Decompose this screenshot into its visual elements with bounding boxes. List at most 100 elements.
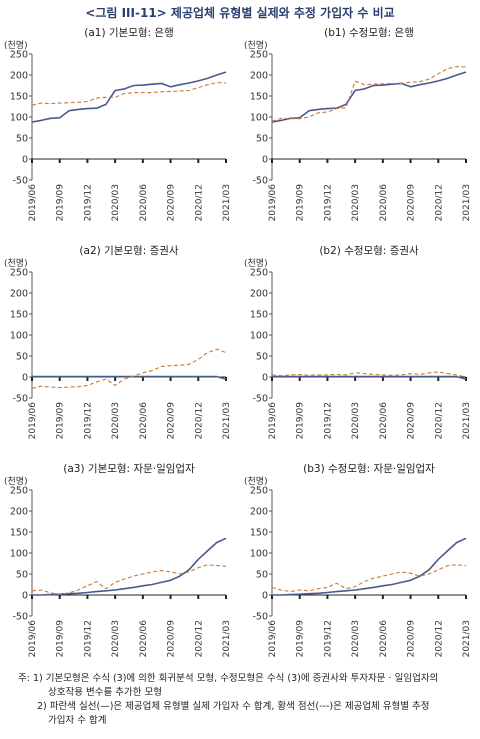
x-tick-label: 2021/03 [462, 620, 472, 657]
y-tick-label: -50 [252, 176, 268, 187]
y-tick-label: -50 [252, 612, 268, 623]
y-tick-label: 50 [256, 134, 268, 145]
x-tick-label: 2020/03 [351, 184, 361, 221]
actual-series-line [32, 537, 227, 596]
x-tick-label: 2020/03 [351, 402, 361, 439]
x-tick-label: 2019/09 [296, 402, 306, 440]
unit-label: (천명) [244, 476, 268, 487]
chart-title: (a3) 기본모형: 자문·일임업자 [63, 462, 195, 475]
x-tick-label: 2019/06 [28, 402, 38, 440]
y-tick-label: 200 [10, 71, 28, 82]
y-tick-label: 250 [250, 50, 268, 61]
chart-title: (b2) 수정모형: 증권사 [319, 245, 419, 257]
chart-a3-basic-advisory: (a3) 기본모형: 자문·일임업자 (천명)250 200 150 100 50 0 -50… [4, 462, 232, 658]
x-tick-label: 2019/06 [28, 620, 38, 658]
x-tick-label: 2020/12 [194, 402, 204, 439]
estimated-series-line [31, 564, 227, 595]
estimated-series-line [271, 66, 467, 122]
x-tick-label: 2021/03 [222, 620, 232, 657]
y-tick-label: 50 [256, 570, 268, 581]
footnote-1-cont: 상호작용 변수를 추가한 모형 [48, 687, 162, 698]
y-tick-label: 150 [10, 310, 28, 321]
chart-b3-modified-advisory: (b3) 수정모형: 자문·일임업자 (천명)250 200 150 100 50 0 -50… [244, 462, 472, 658]
y-tick-label: 50 [16, 570, 28, 581]
x-tick-label: 2021/03 [222, 184, 232, 221]
x-tick-label: 2020/12 [434, 620, 444, 657]
unit-label: (천명) [244, 258, 268, 269]
actual-series-line [31, 71, 227, 123]
chart-a1-basic-bank: (a1) 기본모형: 은행(천명)250200150100500-502019/… [4, 27, 232, 222]
y-tick-label: 0 [262, 155, 268, 166]
x-tick-label: 2020/12 [194, 184, 204, 221]
x-tick-label: 2019/12 [83, 402, 93, 439]
y-tick-label: 0 [22, 591, 28, 602]
x-tick-label: 2019/12 [323, 184, 333, 221]
unit-label: (천명) [4, 40, 28, 51]
y-tick-label: -50 [12, 394, 28, 405]
x-tick-label: 2019/09 [296, 620, 306, 658]
footnotes: 주: 1) 기본모형은 수식 (3)에 의한 회귀분석 모형, 수정모형은 수식… [18, 672, 478, 728]
y-tick-label: 50 [16, 134, 28, 145]
estimated-series-line [271, 564, 467, 593]
x-tick-label: 2020/09 [407, 402, 417, 440]
chart-title: (a2) 기본모형: 증권사 [79, 245, 178, 257]
y-tick-label: 100 [10, 113, 28, 124]
x-tick-label: 2020/12 [194, 620, 204, 657]
chart-title: (a1) 기본모형: 은행 [84, 27, 173, 39]
y-tick-label: 150 [10, 92, 28, 103]
x-tick-label: 2019/09 [56, 184, 66, 222]
x-tick-label: 2021/03 [462, 184, 472, 221]
x-tick-label: 2020/09 [407, 184, 417, 222]
y-tick-label: 250 [10, 486, 28, 497]
x-tick-label: 2020/09 [407, 620, 417, 658]
figure-title: <그림 III-11> 제공업체 유형별 실제와 추정 가입자 수 비교 [85, 6, 395, 20]
x-tick-label: 2021/03 [222, 402, 232, 439]
x-tick-label: 2020/06 [379, 184, 389, 222]
y-tick-label: -50 [12, 176, 28, 187]
y-tick-label: 250 [250, 486, 268, 497]
y-tick-label: 100 [10, 549, 28, 560]
y-tick-label: -50 [12, 612, 28, 623]
x-tick-label: 2020/12 [434, 402, 444, 439]
x-tick-label: 2020/03 [111, 402, 121, 439]
y-tick-label: 0 [22, 373, 28, 384]
x-tick-label: 2021/03 [462, 402, 472, 439]
x-tick-label: 2020/06 [139, 184, 149, 222]
x-tick-label: 2020/09 [167, 402, 177, 440]
chart-b2-modified-securities: (b2) 수정모형: 증권사(천명)250200150100500-502019… [244, 245, 472, 440]
estimated-series-line [31, 82, 227, 106]
y-tick-label: 200 [250, 289, 268, 300]
unit-label: (천명) [4, 476, 28, 487]
footnote-2-cont: 가입자 수 합계 [48, 715, 107, 726]
x-tick-label: 2020/03 [111, 620, 121, 657]
chart-a2-basic-securities: (a2) 기본모형: 증권사(천명)250200150100500-502019… [4, 245, 232, 440]
y-tick-label: 200 [10, 507, 28, 518]
x-tick-label: 2020/06 [379, 620, 389, 658]
actual-series-line [272, 375, 467, 380]
x-tick-label: 2019/06 [28, 184, 38, 222]
y-tick-label: 100 [250, 549, 268, 560]
y-tick-label: 100 [250, 331, 268, 342]
x-tick-label: 2020/06 [379, 402, 389, 440]
x-tick-label: 2019/09 [56, 402, 66, 440]
x-tick-label: 2020/06 [139, 620, 149, 658]
y-tick-label: 200 [250, 507, 268, 518]
chart-title: (b3) 수정모형: 자문·일임업자 [303, 462, 435, 475]
x-tick-label: 2020/03 [111, 184, 121, 221]
x-tick-label: 2019/12 [323, 620, 333, 657]
x-tick-label: 2019/09 [296, 184, 306, 222]
y-tick-label: 0 [262, 373, 268, 384]
chart-b1-modified-bank: (b1) 수정모형: 은행(천명)250200150100500-502019/… [244, 27, 472, 222]
x-tick-label: 2019/12 [323, 402, 333, 439]
x-tick-label: 2019/12 [83, 184, 93, 221]
unit-label: (천명) [4, 258, 28, 269]
y-tick-label: 250 [10, 268, 28, 279]
footnote-2: 2) 파란색 실선(—)은 제공업체 유형별 실제 가입자 수 합계, 황색 점… [37, 701, 430, 712]
x-tick-label: 2020/03 [351, 620, 361, 657]
footnote-1: 주: 1) 기본모형은 수식 (3)에 의한 회귀분석 모형, 수정모형은 수식… [18, 673, 439, 684]
actual-series-line [271, 71, 467, 123]
y-tick-label: 250 [10, 50, 28, 61]
unit-label: (천명) [244, 40, 268, 51]
x-tick-label: 2019/06 [268, 184, 278, 222]
y-tick-label: 150 [250, 310, 268, 321]
